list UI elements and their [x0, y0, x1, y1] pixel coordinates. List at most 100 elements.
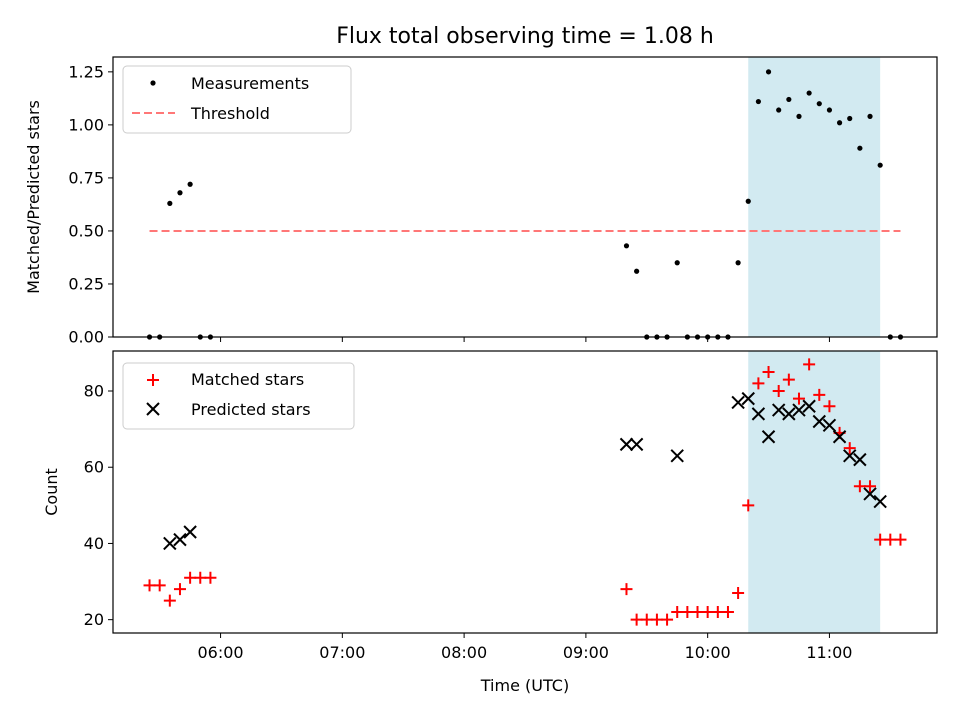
matched-star-point — [884, 533, 897, 546]
x-tick-label: 08:00 — [441, 643, 487, 662]
bottom-y-tick-label: 20 — [84, 610, 104, 629]
predicted-star-point — [629, 437, 644, 452]
matched-star-point — [640, 613, 653, 626]
matched-star-point — [681, 606, 694, 619]
predicted-star-point — [761, 430, 776, 444]
measurement-point — [867, 113, 873, 119]
top-y-tick-label: 0.00 — [68, 328, 104, 347]
predicted-star-point — [853, 452, 867, 467]
measurement-point — [755, 98, 761, 105]
top-y-tick-label: 0.25 — [68, 274, 104, 293]
predicted-star-point — [751, 407, 766, 421]
x-tick-label: 07:00 — [319, 643, 365, 662]
predicted-star-point — [731, 395, 745, 410]
measurement-point — [826, 107, 833, 113]
bottom-legend: Matched stars Predicted stars — [122, 362, 355, 430]
x-axis-label: Time (UTC) — [480, 676, 569, 695]
matched-star-point — [153, 579, 166, 592]
measurement-point — [796, 113, 802, 119]
matched-star-point — [864, 480, 877, 493]
matched-star-point — [772, 385, 785, 398]
legend-measurements-marker — [150, 80, 156, 86]
top-highlight-span — [748, 57, 881, 337]
matched-star-point — [173, 583, 186, 596]
top-y-axis-label: Matched/Predicted stars — [24, 100, 43, 294]
matched-star-point — [874, 533, 887, 546]
predicted-star-point — [843, 449, 857, 463]
legend-matched-marker — [147, 374, 159, 386]
measurement-point — [623, 243, 630, 249]
measurement-point — [187, 181, 193, 187]
top-y-tick-label: 0.75 — [68, 168, 104, 187]
top-plot-area: 0.00 0.25 0.50 0.75 1.00 1.25 — [68, 56, 938, 347]
measurement-point — [167, 200, 173, 206]
predicted-star-point — [822, 418, 837, 433]
measurement-point — [177, 190, 183, 196]
matched-star-point — [194, 571, 207, 584]
predicted-star-point — [670, 449, 684, 463]
predicted-star-point — [771, 403, 786, 417]
bottom-y-tick-label: 60 — [84, 458, 104, 477]
x-tick-label: 11:00 — [806, 643, 852, 662]
matched-star-point — [752, 377, 765, 390]
measurement-point — [745, 198, 751, 204]
matched-star-point — [630, 613, 643, 626]
bottom-plot-area: 20 40 60 80 06:00 07:00 08:00 09:00 10:00 11:00 — [84, 350, 938, 662]
bottom-highlight-span — [748, 351, 881, 633]
matched-star-point — [762, 365, 775, 378]
predicted-star-point — [782, 407, 796, 421]
measurement-point — [857, 145, 863, 151]
measurement-point — [877, 162, 883, 168]
legend-predicted-marker — [146, 402, 160, 416]
measurement-point — [847, 115, 853, 122]
matched-star-point — [742, 499, 755, 512]
matched-star-point — [823, 400, 836, 413]
measurement-point — [674, 260, 680, 266]
matched-star-point — [843, 442, 856, 455]
legend-predicted-label: Predicted stars — [191, 400, 311, 419]
predicted-star-point — [812, 414, 826, 429]
matched-star-point — [184, 571, 197, 584]
measurement-point — [806, 90, 812, 96]
measurement-point — [776, 107, 782, 113]
predicted-star-point — [863, 487, 877, 501]
matched-star-point — [163, 594, 176, 607]
legend-measurements-label: Measurements — [191, 74, 309, 93]
matched-star-point — [671, 606, 684, 619]
measurement-point — [816, 101, 822, 107]
matched-star-point — [143, 579, 156, 592]
matched-star-point — [701, 606, 714, 619]
matched-star-point — [803, 358, 816, 371]
x-tick-label: 06:00 — [198, 643, 244, 662]
predicted-star-point — [802, 399, 816, 413]
chart-title: Flux total observing time = 1.08 h — [336, 24, 714, 49]
bottom-y-tick-label: 40 — [84, 534, 104, 553]
predicted-star-point — [173, 532, 187, 547]
predicted-star-point — [873, 494, 887, 509]
x-tick-label: 10:00 — [685, 643, 731, 662]
top-y-tick-label: 1.25 — [68, 62, 104, 81]
measurement-point — [735, 260, 741, 266]
matched-star-point — [721, 606, 734, 619]
matched-star-point — [711, 606, 724, 619]
matched-star-point — [853, 480, 866, 493]
matched-star-point — [661, 613, 674, 626]
top-y-tick-label: 0.50 — [68, 221, 104, 240]
predicted-star-point — [741, 391, 755, 406]
top-plot-frame — [112, 56, 938, 338]
bottom-y-tick-label: 80 — [84, 382, 104, 401]
bottom-y-axis-label: Count — [42, 468, 61, 516]
bottom-plot-frame — [112, 350, 938, 634]
matched-star-point — [650, 613, 663, 626]
top-y-tick-label: 1.00 — [68, 115, 104, 134]
matched-star-point — [894, 533, 907, 546]
measurement-point — [765, 69, 772, 75]
legend-threshold-label: Threshold — [190, 104, 270, 123]
bottom-legend-box — [122, 362, 355, 430]
matched-star-point — [620, 583, 633, 596]
matched-star-point — [782, 373, 795, 386]
predicted-star-point — [619, 437, 634, 452]
predicted-star-point — [832, 430, 847, 444]
top-legend: Measurements Threshold — [122, 65, 352, 134]
